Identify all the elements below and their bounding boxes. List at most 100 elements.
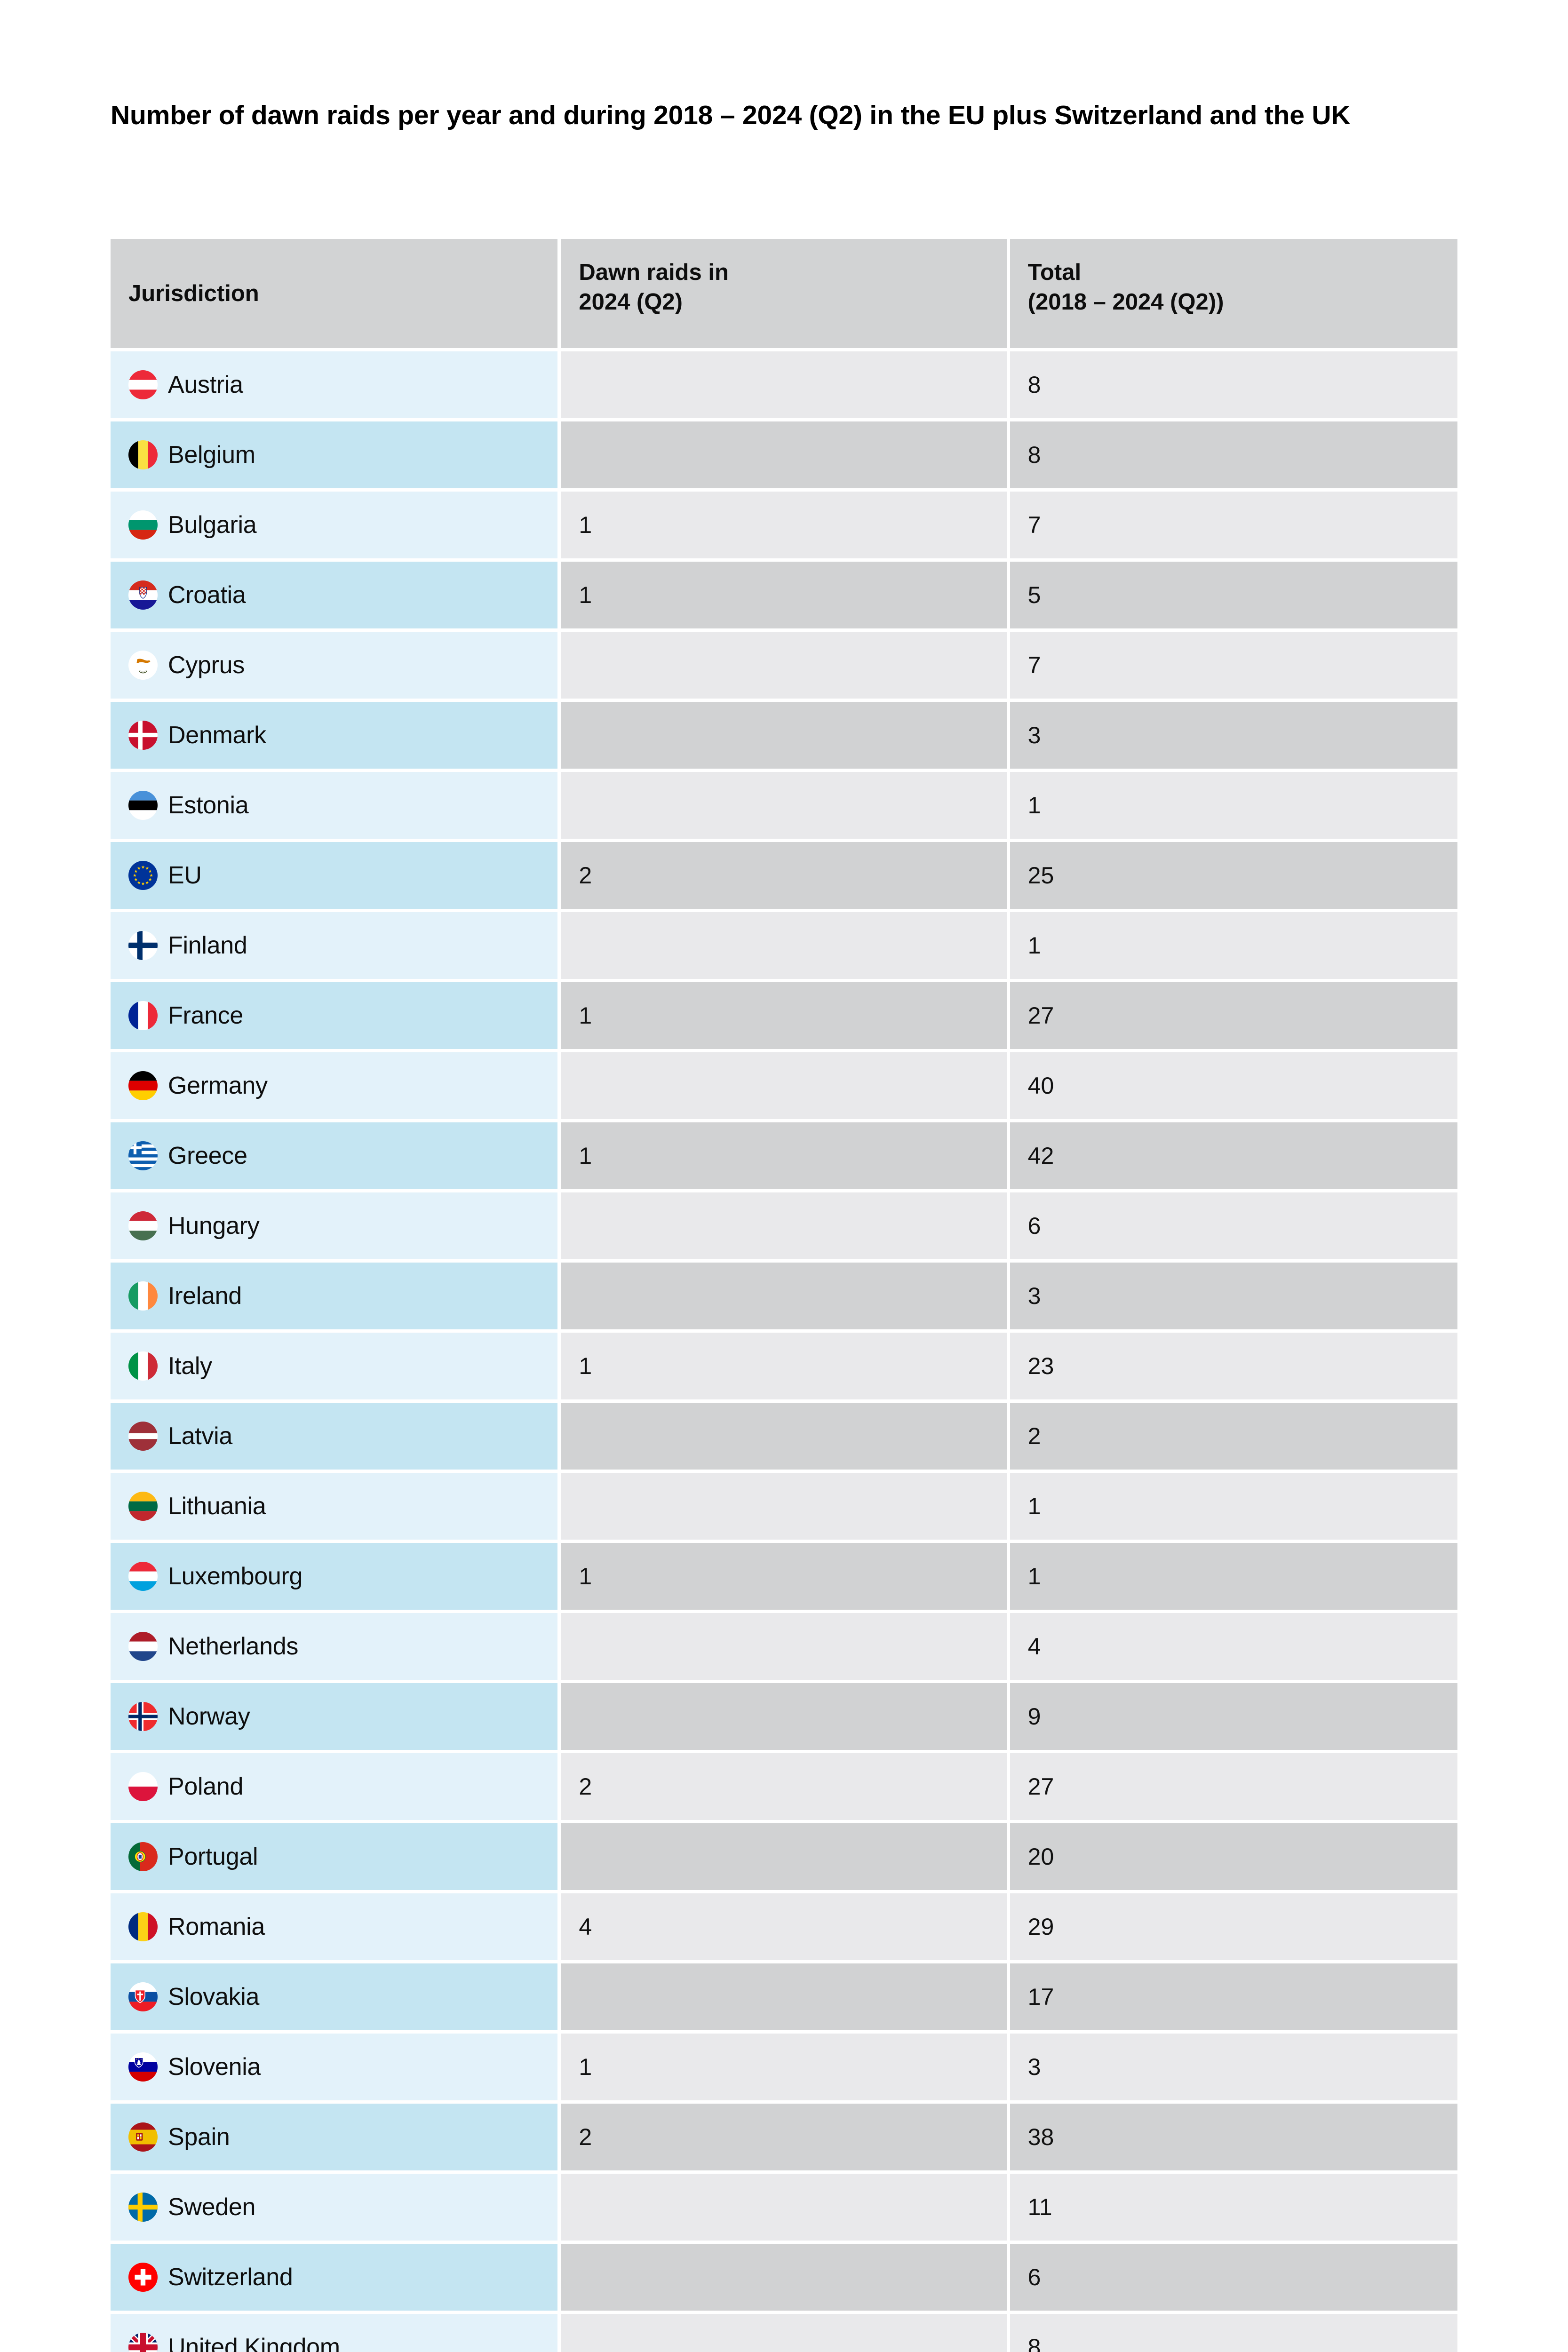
jurisdiction-label: Slovakia	[168, 1983, 260, 2010]
column-header-jurisdiction: Jurisdiction	[111, 239, 558, 348]
dawn-raids-2024-cell: 1	[561, 1543, 1007, 1610]
dawn-raids-2024-cell	[561, 1823, 1007, 1890]
table-row: Romania 4 29	[111, 1893, 1457, 1960]
table-row: Switzerland 6	[111, 2244, 1457, 2311]
jurisdiction-cell: Netherlands	[111, 1613, 558, 1680]
dawn-raids-2024-value: 1	[579, 1563, 592, 1589]
row-gap	[111, 2311, 1457, 2314]
dawn-raids-2024-cell	[561, 1963, 1007, 2030]
jurisdiction-cell: EU	[111, 842, 558, 909]
flag-es-icon	[128, 2122, 158, 2152]
total-value: 5	[1027, 582, 1041, 608]
flag-fr-icon	[128, 1001, 158, 1030]
table-row: Austria 8	[111, 351, 1457, 418]
jurisdiction-label: Norway	[168, 1703, 250, 1730]
jurisdiction-cell: Croatia	[111, 562, 558, 628]
total-value: 1	[1027, 932, 1041, 959]
total-cell: 11	[1010, 2174, 1457, 2241]
dawn-raids-2024-value: 1	[579, 582, 592, 608]
total-cell: 23	[1010, 1333, 1457, 1399]
jurisdiction-cell: Poland	[111, 1753, 558, 1820]
dawn-raids-2024-cell	[561, 1052, 1007, 1119]
total-value: 6	[1027, 2264, 1041, 2290]
flag-ee-icon	[128, 791, 158, 820]
total-value: 27	[1027, 1002, 1054, 1029]
total-cell: 25	[1010, 842, 1457, 909]
jurisdiction-cell: Norway	[111, 1683, 558, 1750]
dawn-raids-2024-value: 2	[579, 1773, 592, 1800]
row-gap	[111, 1820, 1457, 1823]
row-gap	[111, 2241, 1457, 2244]
jurisdiction-label: Sweden	[168, 2193, 256, 2221]
row-gap	[111, 628, 1457, 632]
row-gap	[111, 909, 1457, 912]
flag-lt-icon	[128, 1492, 158, 1521]
jurisdiction-label: Belgium	[168, 441, 255, 469]
total-value: 1	[1027, 792, 1041, 818]
dawn-raids-table: Jurisdiction Dawn raids in 2024 (Q2) Tot…	[111, 239, 1457, 2352]
flag-hr-icon	[128, 580, 158, 610]
table-row: Portugal 20	[111, 1823, 1457, 1890]
row-gap	[111, 1049, 1457, 1052]
dawn-raids-2024-value: 1	[579, 1002, 592, 1029]
flag-ro-icon	[128, 1912, 158, 1941]
table-body: Austria 8 Belgium 8 Bulgaria 1 7 Croatia 1 5 Cypru…	[111, 351, 1457, 2352]
jurisdiction-cell: Italy	[111, 1333, 558, 1399]
jurisdiction-label: Hungary	[168, 1212, 260, 1240]
total-value: 23	[1027, 1353, 1054, 1379]
jurisdiction-cell: Ireland	[111, 1263, 558, 1329]
jurisdiction-label: Greece	[168, 1142, 247, 1169]
total-value: 8	[1027, 2334, 1041, 2352]
table-row: Croatia 1 5	[111, 562, 1457, 628]
row-gap	[111, 1960, 1457, 1963]
flag-at-icon	[128, 370, 158, 399]
jurisdiction-cell: United Kingdom	[111, 2314, 558, 2352]
total-cell: 8	[1010, 421, 1457, 488]
total-value: 3	[1027, 722, 1041, 748]
total-value: 8	[1027, 442, 1041, 468]
row-gap	[111, 2100, 1457, 2104]
jurisdiction-label: Denmark	[168, 722, 266, 749]
jurisdiction-label: Latvia	[168, 1422, 232, 1450]
table-row: Sweden 11	[111, 2174, 1457, 2241]
jurisdiction-label: Spain	[168, 2123, 230, 2151]
dawn-raids-2024-value: 2	[579, 2124, 592, 2150]
dawn-raids-2024-cell	[561, 772, 1007, 839]
table-row: Norway 9	[111, 1683, 1457, 1750]
total-value: 7	[1027, 652, 1041, 678]
jurisdiction-cell: France	[111, 982, 558, 1049]
table-row: Estonia 1	[111, 772, 1457, 839]
flag-be-icon	[128, 440, 158, 469]
total-cell: 7	[1010, 492, 1457, 558]
jurisdiction-label: Croatia	[168, 581, 246, 609]
total-cell: 4	[1010, 1613, 1457, 1680]
jurisdiction-cell: Austria	[111, 351, 558, 418]
table-row: Slovakia 17	[111, 1963, 1457, 2030]
flag-it-icon	[128, 1351, 158, 1381]
dawn-raids-2024-cell	[561, 1403, 1007, 1470]
table-row: EU 2 25	[111, 842, 1457, 909]
row-gap	[111, 1189, 1457, 1192]
jurisdiction-cell: Slovenia	[111, 2034, 558, 2100]
row-gap	[111, 699, 1457, 702]
dawn-raids-2024-cell	[561, 1683, 1007, 1750]
flag-cy-icon	[128, 651, 158, 680]
total-value: 27	[1027, 1773, 1054, 1800]
row-gap	[111, 1680, 1457, 1683]
flag-dk-icon	[128, 721, 158, 750]
dawn-raids-2024-value: 2	[579, 862, 592, 889]
dawn-raids-2024-cell: 1	[561, 492, 1007, 558]
table-row: Cyprus 7	[111, 632, 1457, 699]
flag-gr-icon	[128, 1141, 158, 1170]
jurisdiction-cell: Bulgaria	[111, 492, 558, 558]
column-header-total: Total (2018 – 2024 (Q2))	[1010, 239, 1457, 348]
table-row: Bulgaria 1 7	[111, 492, 1457, 558]
total-value: 1	[1027, 1493, 1041, 1519]
table-row: United Kingdom 8	[111, 2314, 1457, 2352]
jurisdiction-cell: Switzerland	[111, 2244, 558, 2311]
row-gap	[111, 2170, 1457, 2174]
dawn-raids-2024-cell	[561, 2244, 1007, 2311]
total-cell: 6	[1010, 2244, 1457, 2311]
table-row: Italy 1 23	[111, 1333, 1457, 1399]
table-row: Slovenia 1 3	[111, 2034, 1457, 2100]
